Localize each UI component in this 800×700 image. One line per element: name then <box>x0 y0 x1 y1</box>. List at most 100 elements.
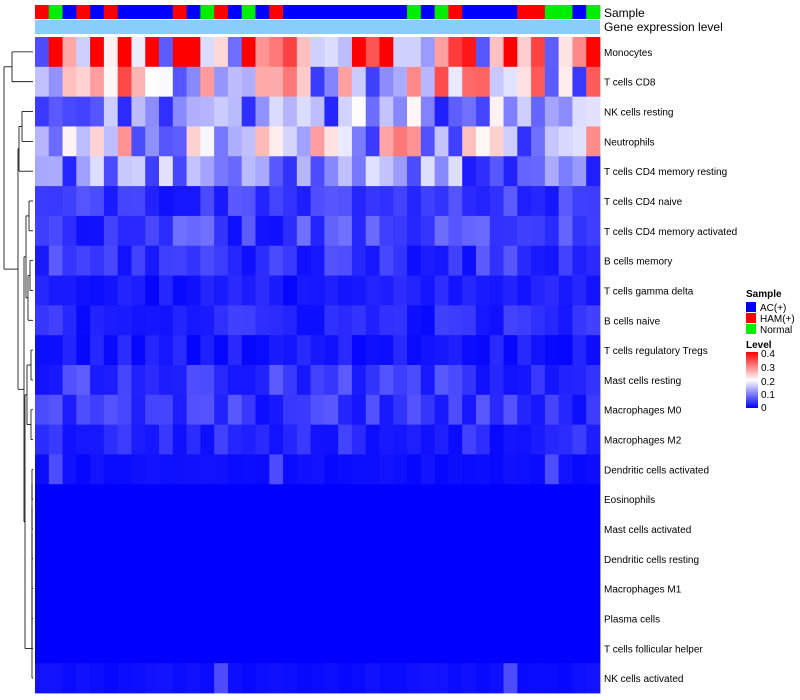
heatmap-cell <box>475 37 491 68</box>
heatmap-cell <box>393 245 408 276</box>
heatmap-cell <box>200 126 215 157</box>
heatmap-cell <box>489 245 504 276</box>
heatmap-cell <box>338 394 353 426</box>
sample-annotation-cell <box>572 5 587 19</box>
heatmap-cell <box>393 424 408 455</box>
heatmap-cell <box>351 484 367 515</box>
heatmap-cell <box>586 275 601 306</box>
heatmap-cell <box>35 514 50 545</box>
heatmap-cell <box>227 394 243 426</box>
heatmap-cell <box>489 186 504 217</box>
heatmap-cell <box>407 186 422 217</box>
heatmap-cell <box>186 215 201 247</box>
heatmap-cell <box>365 365 380 396</box>
heatmap-cell <box>90 37 105 68</box>
heatmap-cell <box>407 424 422 455</box>
sample-annotation-cell <box>145 5 160 19</box>
heatmap-cell <box>544 424 560 455</box>
heatmap-cell <box>448 663 463 694</box>
heatmap-cell <box>586 96 601 127</box>
heatmap-cell <box>407 603 422 634</box>
heatmap-cell <box>324 275 339 306</box>
heatmap-cell <box>434 573 449 604</box>
heatmap-cell <box>269 275 284 306</box>
heatmap-cell <box>324 215 339 247</box>
heatmap-cell <box>572 573 587 604</box>
heatmap-cell <box>186 275 201 306</box>
heatmap-cell <box>544 66 560 98</box>
heatmap-cell <box>462 424 477 455</box>
heatmap-cell <box>503 454 518 485</box>
heatmap-cell <box>351 335 367 366</box>
heatmap-cell <box>76 275 91 306</box>
heatmap-cell <box>517 305 532 336</box>
heatmap-cell <box>117 543 132 575</box>
heatmap-cell <box>544 245 560 276</box>
row-labels: Monocytes T cells CD8 NK cells resting Neut… <box>604 48 737 685</box>
heatmap-cell <box>310 603 325 634</box>
heatmap-cell <box>572 96 587 127</box>
heatmap-cell <box>338 156 353 187</box>
heatmap-cell <box>214 186 229 217</box>
sample-annotation-cell <box>227 5 243 19</box>
heatmap-cell <box>338 514 353 545</box>
heatmap-cell <box>255 275 270 306</box>
legend-level-tick-0: 0 <box>761 403 767 414</box>
heatmap-cell <box>531 424 546 455</box>
heatmap-cell <box>517 573 532 604</box>
heatmap-cell <box>365 156 380 187</box>
heatmap-cell <box>131 543 146 575</box>
heatmap-cell <box>338 126 353 157</box>
heatmap-cell <box>214 514 229 545</box>
heatmap-cell <box>269 126 284 157</box>
heatmap-cell <box>241 394 256 426</box>
heatmap-cell <box>159 573 174 604</box>
heatmap-cell <box>324 394 339 426</box>
heatmap-cell <box>310 96 325 127</box>
heatmap-cell <box>558 186 573 217</box>
heatmap-cell <box>48 514 63 545</box>
heatmap-cell <box>586 335 601 366</box>
heatmap-cell <box>131 96 146 127</box>
heatmap-cell <box>227 215 243 247</box>
heatmap-cell <box>48 245 63 276</box>
heatmap-cell <box>531 186 546 217</box>
heatmap-cell <box>310 245 325 276</box>
heatmap-cell <box>186 573 201 604</box>
heatmap-cell <box>544 215 560 247</box>
heatmap-cell <box>503 305 518 336</box>
heatmap-cell <box>90 245 105 276</box>
heatmap-cell <box>572 126 587 157</box>
heatmap-cells <box>35 37 601 694</box>
heatmap-cell <box>76 484 91 515</box>
heatmap-cell <box>159 484 174 515</box>
heatmap-cell <box>517 335 532 366</box>
heatmap-cell <box>310 633 325 664</box>
heatmap-cell <box>255 543 270 575</box>
heatmap-cell <box>90 424 105 455</box>
row-label: Macrophages M2 <box>604 436 682 447</box>
heatmap-cell <box>558 215 573 247</box>
heatmap-cell <box>310 365 325 396</box>
heatmap-cell <box>159 603 174 634</box>
sample-annotation-cell <box>76 5 91 19</box>
heatmap-cell <box>558 245 573 276</box>
heatmap-cell <box>159 335 174 366</box>
heatmap-cell <box>489 573 504 604</box>
heatmap-cell <box>572 663 587 694</box>
heatmap-cell <box>62 394 77 426</box>
heatmap-cell <box>296 66 312 98</box>
sample-annotation-cell <box>448 5 463 19</box>
gene-expression-annotation-bar <box>35 20 600 34</box>
heatmap-cell <box>434 96 449 127</box>
heatmap-cell <box>117 275 132 306</box>
heatmap-cell <box>103 335 119 366</box>
heatmap-cell <box>393 305 408 336</box>
heatmap-cell <box>35 454 50 485</box>
heatmap-cell <box>407 394 422 426</box>
heatmap-cell <box>103 663 119 694</box>
heatmap-cell <box>76 394 91 426</box>
heatmap-cell <box>420 663 436 694</box>
sample-annotation-cell <box>159 5 174 19</box>
heatmap-cell <box>35 275 50 306</box>
